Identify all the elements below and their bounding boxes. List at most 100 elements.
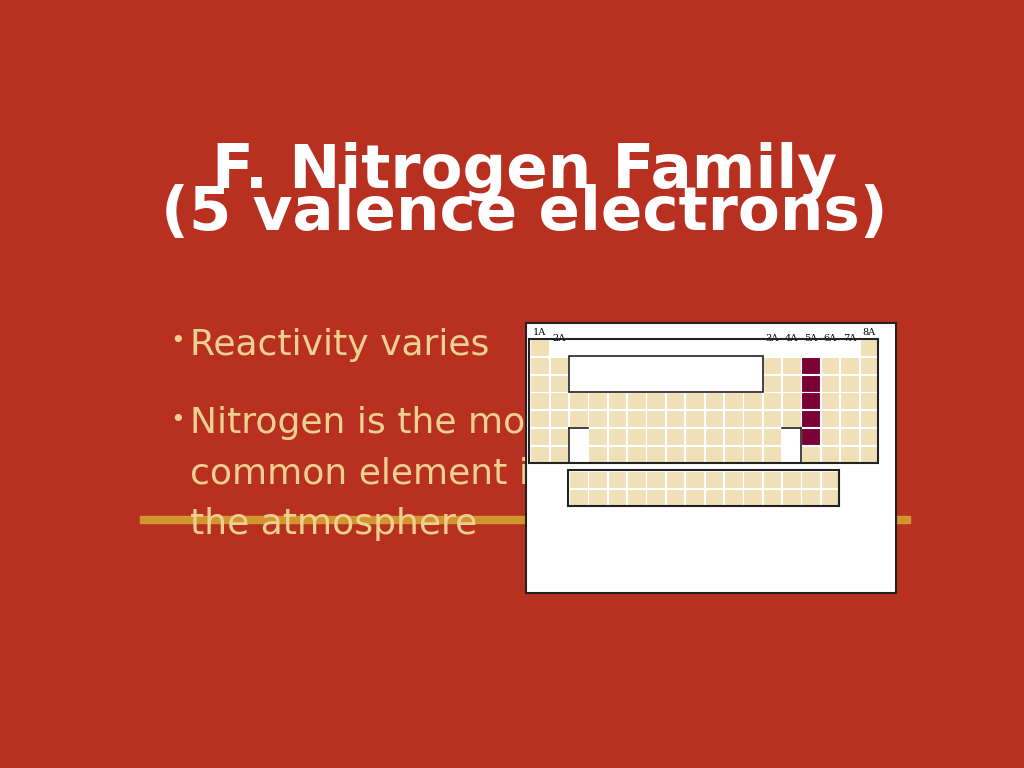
- Bar: [569, 375, 763, 392]
- Bar: [802, 357, 820, 374]
- Bar: [782, 488, 801, 505]
- Bar: [705, 392, 723, 409]
- Bar: [550, 410, 568, 427]
- Bar: [569, 428, 589, 445]
- Bar: [821, 428, 840, 445]
- Bar: [859, 339, 879, 356]
- Bar: [705, 445, 723, 462]
- Bar: [589, 488, 607, 505]
- Bar: [589, 471, 607, 488]
- Bar: [550, 357, 568, 374]
- Bar: [763, 392, 781, 409]
- Bar: [859, 445, 879, 462]
- Bar: [802, 488, 820, 505]
- Text: (5 valence electrons): (5 valence electrons): [162, 184, 888, 243]
- Bar: [627, 445, 646, 462]
- Bar: [607, 428, 627, 445]
- Bar: [724, 445, 742, 462]
- Bar: [666, 471, 684, 488]
- Bar: [530, 428, 549, 445]
- Bar: [724, 428, 742, 445]
- Bar: [821, 392, 840, 409]
- Bar: [841, 428, 859, 445]
- Bar: [646, 488, 665, 505]
- Bar: [821, 488, 840, 505]
- Bar: [743, 428, 762, 445]
- Bar: [568, 470, 840, 505]
- Bar: [821, 410, 840, 427]
- Bar: [841, 410, 859, 427]
- Bar: [821, 445, 840, 462]
- Bar: [525, 323, 896, 593]
- Bar: [569, 356, 763, 392]
- Bar: [685, 445, 703, 462]
- Bar: [627, 392, 646, 409]
- Bar: [607, 488, 627, 505]
- Bar: [705, 410, 723, 427]
- Bar: [569, 410, 588, 427]
- Bar: [724, 471, 742, 488]
- Bar: [646, 410, 665, 427]
- Bar: [705, 471, 723, 488]
- Text: 6A: 6A: [823, 334, 837, 343]
- Bar: [859, 375, 879, 392]
- Bar: [859, 410, 879, 427]
- Bar: [685, 488, 703, 505]
- Bar: [646, 445, 665, 462]
- Text: Nitrogen is the most
common element in
the atmosphere: Nitrogen is the most common element in t…: [190, 406, 558, 541]
- Bar: [782, 428, 801, 445]
- Text: 2A: 2A: [552, 334, 565, 343]
- Bar: [763, 488, 781, 505]
- Bar: [859, 428, 879, 445]
- Bar: [763, 357, 781, 374]
- Bar: [569, 392, 588, 409]
- Bar: [763, 410, 781, 427]
- Bar: [589, 445, 607, 462]
- Bar: [782, 471, 801, 488]
- Bar: [530, 375, 549, 392]
- Bar: [607, 410, 627, 427]
- Bar: [782, 375, 801, 392]
- Text: 4A: 4A: [784, 334, 798, 343]
- Text: •: •: [171, 329, 185, 353]
- Bar: [607, 471, 627, 488]
- Bar: [743, 445, 762, 462]
- Bar: [763, 428, 781, 445]
- Bar: [841, 445, 859, 462]
- Bar: [743, 471, 762, 488]
- Bar: [841, 392, 859, 409]
- Text: 8A: 8A: [862, 328, 876, 337]
- Bar: [685, 410, 703, 427]
- Text: •: •: [171, 408, 185, 432]
- Bar: [743, 392, 762, 409]
- Bar: [530, 410, 549, 427]
- Bar: [666, 488, 684, 505]
- Bar: [569, 471, 588, 488]
- Bar: [530, 357, 549, 374]
- Bar: [530, 339, 549, 356]
- Text: 1A: 1A: [532, 328, 546, 337]
- Bar: [607, 392, 627, 409]
- Bar: [569, 428, 588, 445]
- Bar: [627, 410, 646, 427]
- Text: 3A: 3A: [765, 334, 778, 343]
- Bar: [782, 428, 802, 445]
- Bar: [589, 392, 607, 409]
- Bar: [569, 357, 763, 374]
- Text: Reactivity varies: Reactivity varies: [190, 328, 489, 362]
- Bar: [743, 488, 762, 505]
- Bar: [666, 428, 684, 445]
- Bar: [685, 471, 703, 488]
- Bar: [666, 410, 684, 427]
- Bar: [782, 445, 801, 462]
- Bar: [841, 375, 859, 392]
- Bar: [685, 392, 703, 409]
- Bar: [685, 428, 703, 445]
- Bar: [627, 471, 646, 488]
- Bar: [782, 392, 801, 409]
- Bar: [724, 410, 742, 427]
- Bar: [802, 375, 820, 392]
- Bar: [530, 445, 549, 462]
- Bar: [859, 392, 879, 409]
- Bar: [821, 357, 840, 374]
